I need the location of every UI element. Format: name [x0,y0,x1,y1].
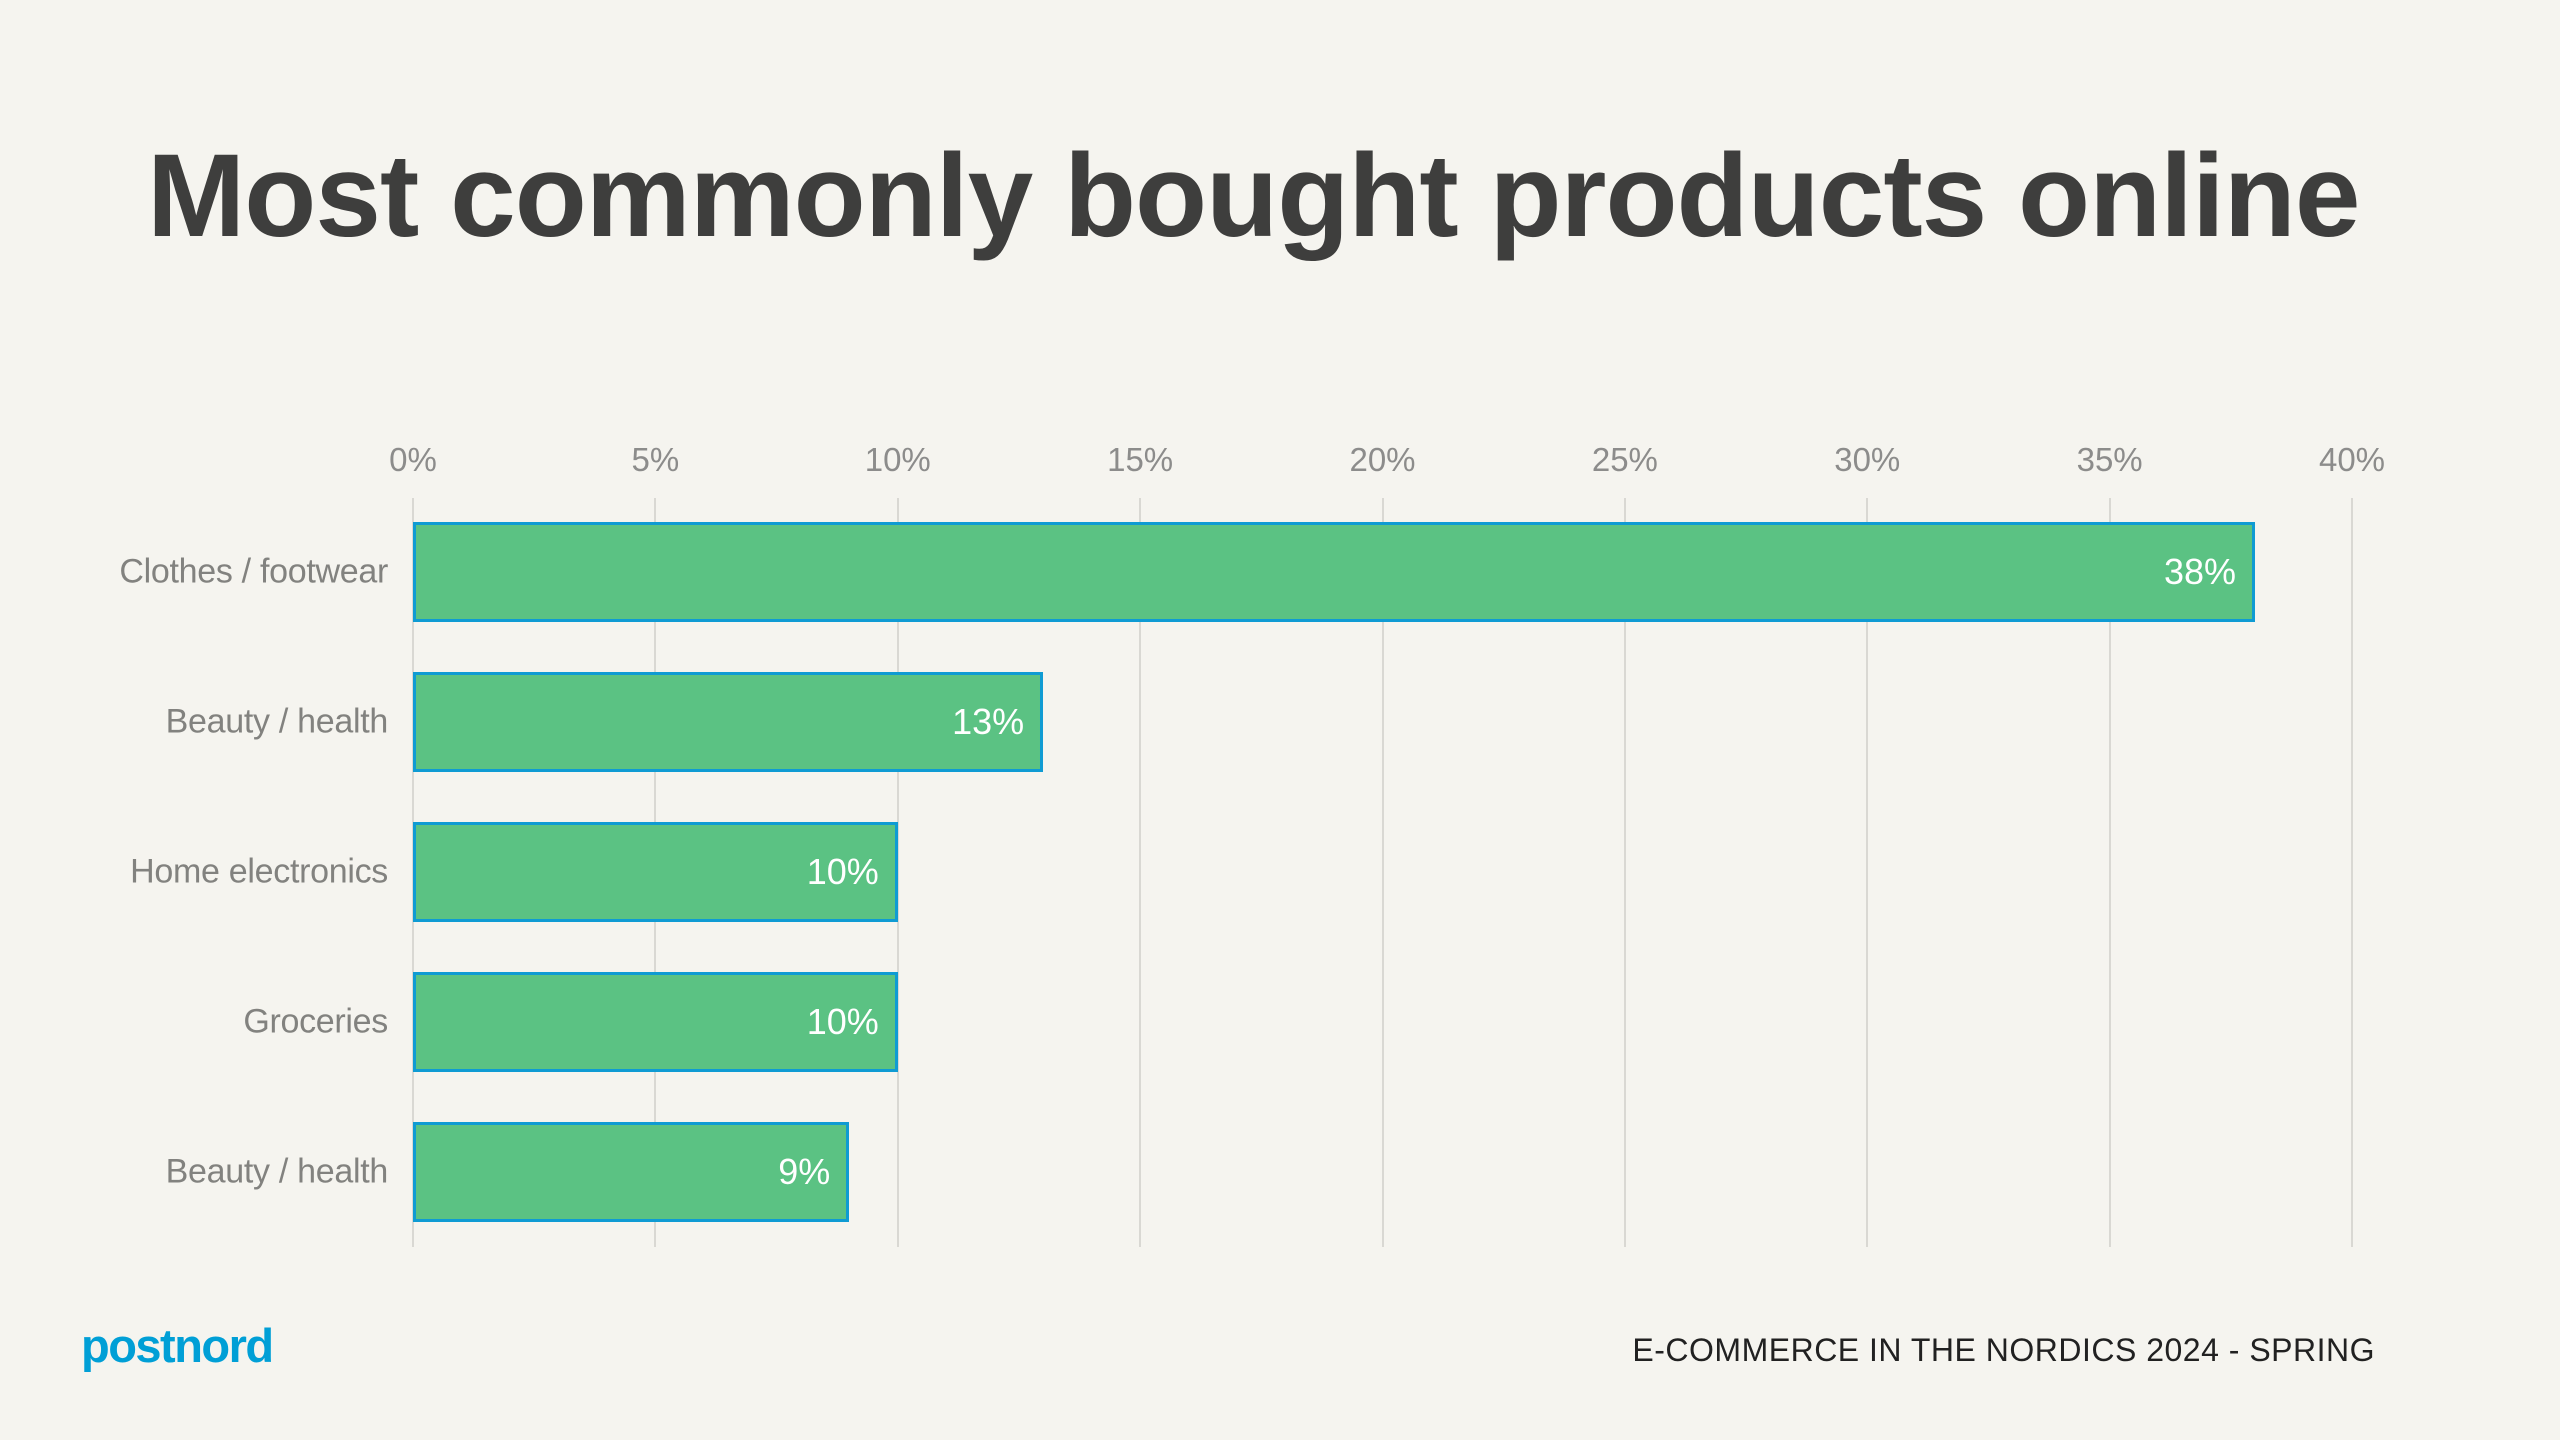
gridline [1866,498,1869,1247]
x-axis-tick-label: 30% [1834,441,1901,478]
gridline [1139,498,1142,1247]
category-label: Beauty / health [165,1152,389,1191]
gridline [896,498,899,1247]
category-label: Groceries [243,1002,388,1041]
bar: 9% [413,1122,850,1222]
bar-value-label: 38% [2163,551,2237,592]
footer-caption: E-COMMERCE IN THE NORDICS 2024 - SPRING [1632,1332,2375,1368]
x-axis-tick-label: 15% [1107,441,1174,478]
category-label: Beauty / health [165,702,389,741]
gridline [1381,498,1384,1247]
page-title: Most commonly bought products online [147,130,2360,262]
gridline [2108,498,2111,1247]
bar: 13% [413,672,1044,772]
postnord-logo: postnord [81,1319,274,1372]
gridline [2351,498,2353,1247]
bar: 10% [413,972,898,1072]
x-axis-tick-label: 10% [864,441,931,478]
bar-value-label: 10% [806,1001,879,1042]
gridline [1623,498,1626,1247]
bar-value-label: 9% [778,1151,831,1192]
category-labels: Clothes / footwear Beauty / health Home el… [0,498,388,1247]
category-label: Clothes / footwear [119,552,388,591]
x-axis-tick-label: 0% [389,441,437,478]
bar-value-label: 10% [806,851,879,892]
x-axis-tick-label: 40% [2318,441,2386,478]
bar: 10% [413,822,898,922]
bar: 38% [413,522,2256,622]
x-axis-tick-label: 5% [631,441,680,478]
bar-value-label: 13% [952,701,1025,742]
x-axis-tick-label: 35% [2076,441,2143,478]
category-label: Home electronics [130,852,388,891]
x-axis-tick-label: 20% [1349,441,1416,478]
plot-area: 38% 13% 10% 10% 9% [412,498,2353,1247]
x-axis-tick-label: 25% [1591,441,1658,478]
x-axis-labels: 0% 5% 10% 15% 20% 25% 30% 35% 40% [389,441,2385,483]
